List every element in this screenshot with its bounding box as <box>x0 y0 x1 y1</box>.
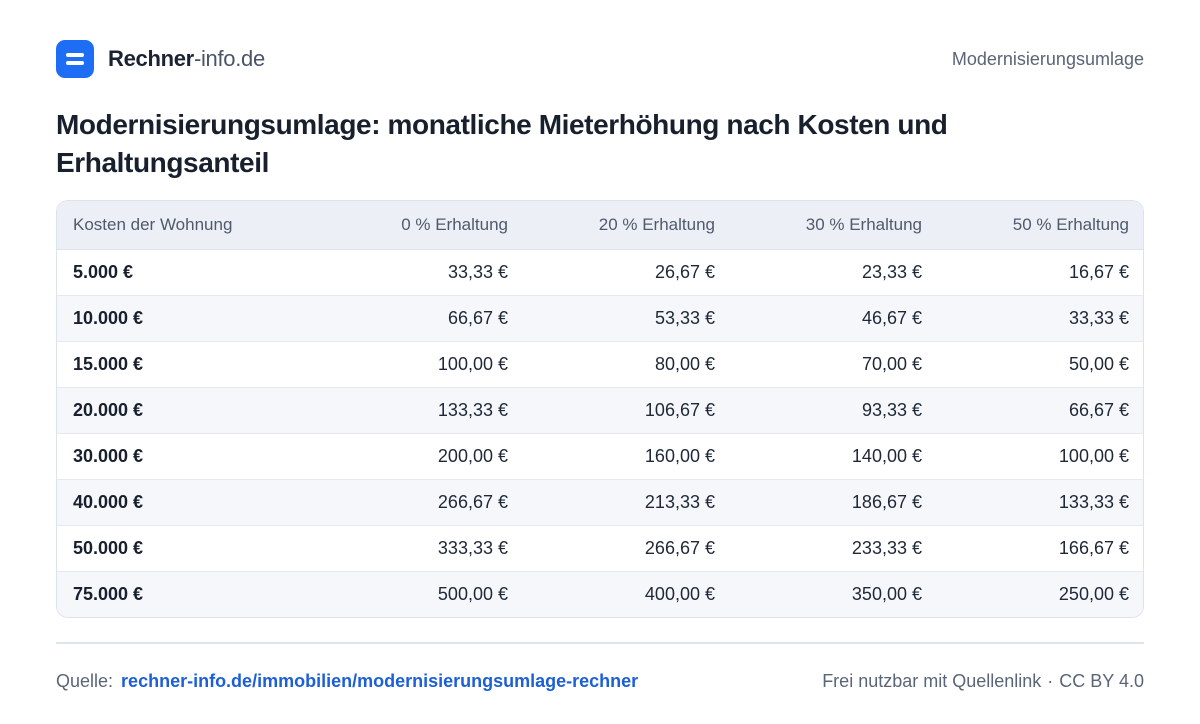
footer-divider <box>56 642 1144 644</box>
separator-dot: · <box>1047 670 1054 691</box>
increase-cell: 70,00 € <box>731 340 938 387</box>
table-row: 20.000 €133,33 €106,67 €93,33 €66,67 € <box>57 386 1143 433</box>
page-footer: Quelle: rechner-info.de/immobilien/moder… <box>56 668 1144 694</box>
increase-cell: 66,67 € <box>938 386 1143 433</box>
increase-cell: 140,00 € <box>731 432 938 479</box>
equals-logo-icon <box>56 40 94 78</box>
column-header: Kosten der Wohnung <box>57 201 317 250</box>
table-row: 75.000 €500,00 €400,00 €350,00 €250,00 € <box>57 570 1143 617</box>
table-row: 15.000 €100,00 €80,00 €70,00 €50,00 € <box>57 340 1143 387</box>
table-row: 5.000 € 33,33 € 26,67 € 23,33 € 16,67 € <box>57 249 1143 295</box>
column-header: 20 % Erhaltung <box>524 201 731 250</box>
column-header: 30 % Erhaltung <box>731 201 938 250</box>
table-row: 40.000 €266,67 €213,33 €186,67 €133,33 € <box>57 478 1143 525</box>
increase-cell: 133,33 € <box>317 386 524 433</box>
page-header: Rechner-info.de Modernisierungsumlage <box>56 40 1144 78</box>
table-header-row: Kosten der Wohnung 0 % Erhaltung 20 % Erha… <box>57 201 1143 250</box>
rent-increase-table: Kosten der Wohnung 0 % Erhaltung 20 % Erha… <box>56 200 1144 618</box>
increase-cell: 16,67 € <box>1068 261 1129 282</box>
increase-cell: 33,33 € <box>447 261 508 282</box>
increase-cell: 213,33 € <box>524 478 731 525</box>
increase-cell: 106,67 € <box>524 386 731 433</box>
increase-cell: 133,33 € <box>938 478 1143 525</box>
increase-cell: 266,67 € <box>524 524 731 571</box>
increase-cell: 166,67 € <box>938 524 1143 571</box>
source-label: Quelle: <box>56 670 114 691</box>
increase-cell: 80,00 € <box>524 340 731 387</box>
increase-cell: 250,00 € <box>938 570 1143 617</box>
cost-cell: 10.000 € <box>57 294 317 341</box>
increase-cell: 350,00 € <box>731 570 938 617</box>
increase-cell: 26,67 € <box>654 261 715 282</box>
increase-cell: 160,00 € <box>524 432 731 479</box>
increase-cell: 23,33 € <box>861 261 922 282</box>
cost-cell: 75.000 € <box>57 570 317 617</box>
increase-cell: 53,33 € <box>524 294 731 341</box>
cost-cell: 40.000 € <box>57 478 317 525</box>
increase-cell: 200,00 € <box>317 432 524 479</box>
table-row: 30.000 €200,00 €160,00 €140,00 €100,00 € <box>57 432 1143 479</box>
cost-cell: 20.000 € <box>57 386 317 433</box>
page-tag: Modernisierungsumlage <box>951 48 1144 69</box>
brand-name-light: -info.de <box>193 46 265 71</box>
source-link[interactable]: rechner-info.de/immobilien/modernisierun… <box>121 670 639 691</box>
column-header: 50 % Erhaltung <box>938 201 1143 250</box>
increase-cell: 266,67 € <box>317 478 524 525</box>
brand-name: Rechner-info.de <box>108 46 265 72</box>
brand-name-strong: Rechner <box>108 46 194 71</box>
increase-cell: 33,33 € <box>938 294 1143 341</box>
increase-cell: 186,67 € <box>731 478 938 525</box>
usage-note: Frei nutzbar mit Quellenlink <box>822 670 1042 691</box>
license-label: CC BY 4.0 <box>1059 670 1144 691</box>
brand[interactable]: Rechner-info.de <box>56 40 265 78</box>
increase-cell: 93,33 € <box>731 386 938 433</box>
cost-cell: 30.000 € <box>57 432 317 479</box>
increase-cell: 66,67 € <box>317 294 524 341</box>
page-title: Modernisierungsumlage: monatliche Mieter… <box>56 109 948 178</box>
column-header: 0 % Erhaltung <box>317 201 524 250</box>
cost-cell: 50.000 € <box>57 524 317 571</box>
cost-cell: 5.000 € <box>73 261 134 282</box>
increase-cell: 100,00 € <box>938 432 1143 479</box>
table-row: 50.000 €333,33 €266,67 €233,33 €166,67 € <box>57 524 1143 571</box>
increase-cell: 50,00 € <box>938 340 1143 387</box>
increase-cell: 100,00 € <box>317 340 524 387</box>
table-row: 10.000 €66,67 €53,33 €46,67 €33,33 € <box>57 294 1143 341</box>
source: Quelle: rechner-info.de/immobilien/moder… <box>56 671 638 692</box>
increase-cell: 333,33 € <box>317 524 524 571</box>
increase-cell: 400,00 € <box>524 570 731 617</box>
increase-cell: 46,67 € <box>731 294 938 341</box>
increase-cell: 233,33 € <box>731 524 938 571</box>
license-info: Frei nutzbar mit Quellenlink · CC BY 4.0 <box>822 671 1144 692</box>
increase-cell: 500,00 € <box>317 570 524 617</box>
cost-cell: 15.000 € <box>57 340 317 387</box>
